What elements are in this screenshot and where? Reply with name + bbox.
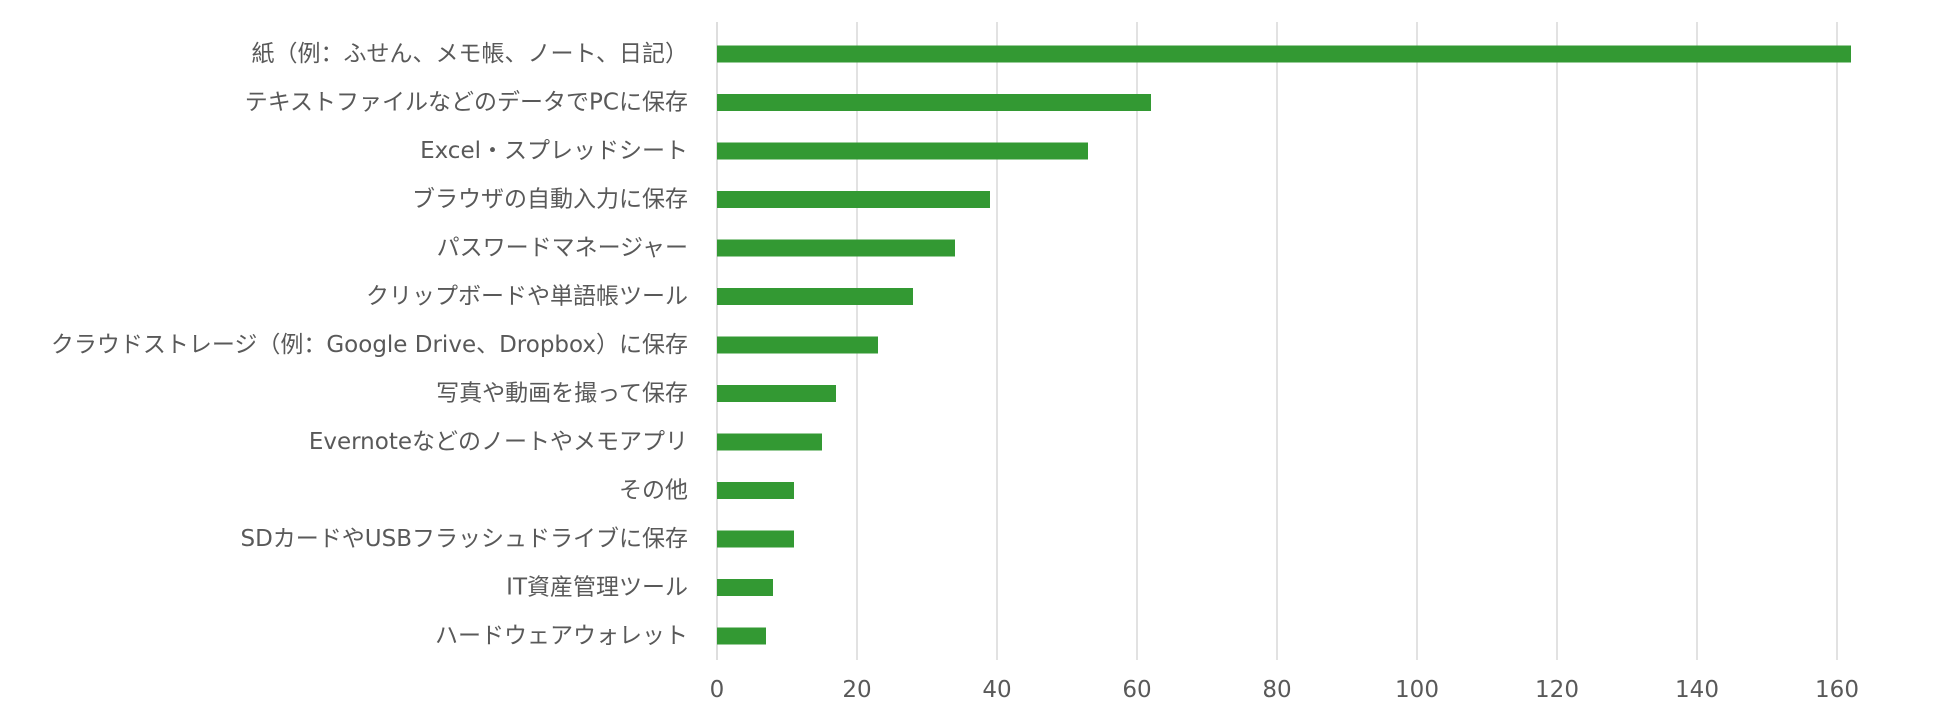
- category-label: クラウドストレージ（例：Google Drive、Dropbox）に保存: [51, 332, 688, 358]
- bar[interactable]: [717, 45, 1851, 63]
- x-tick-label: 20: [842, 677, 871, 703]
- category-label: ハードウェアウォレット: [435, 623, 688, 649]
- bar[interactable]: [717, 336, 878, 354]
- x-tick-label: 100: [1395, 677, 1439, 703]
- x-tick-label: 0: [710, 677, 725, 703]
- category-labels: 紙（例：ふせん、メモ帳、ノート、日記） テキストファイルなどのデータでPCに保存 E…: [51, 41, 688, 649]
- bar[interactable]: [717, 579, 773, 596]
- x-tick-label: 60: [1122, 677, 1151, 703]
- category-label: ブラウザの自動入力に保存: [412, 187, 688, 213]
- bar[interactable]: [717, 142, 1088, 160]
- category-label: 写真や動画を撮って保存: [436, 381, 688, 407]
- x-tick-label: 80: [1262, 677, 1291, 703]
- category-label: テキストファイルなどのデータでPCに保存: [245, 90, 688, 116]
- category-label: クリップボードや単語帳ツール: [366, 284, 688, 310]
- category-label: SDカードやUSBフラッシュドライブに保存: [240, 526, 688, 552]
- x-tick-label: 160: [1815, 677, 1859, 703]
- bar[interactable]: [717, 385, 836, 402]
- bar[interactable]: [717, 433, 822, 451]
- bar[interactable]: [717, 482, 794, 499]
- category-label: IT資産管理ツール: [506, 575, 688, 601]
- x-axis-tick-labels: 0 20 40 60 80 100 120 140 160: [710, 677, 1859, 703]
- bar[interactable]: [717, 94, 1151, 111]
- bar[interactable]: [717, 288, 913, 305]
- category-label: パスワードマネージャー: [437, 235, 688, 261]
- bar[interactable]: [717, 627, 766, 645]
- bar[interactable]: [717, 530, 794, 548]
- category-label: その他: [619, 478, 688, 504]
- x-tick-label: 120: [1535, 677, 1579, 703]
- category-label: Evernoteなどのノートやメモアプリ: [309, 429, 688, 455]
- bars: [717, 45, 1851, 645]
- x-tick-label: 140: [1675, 677, 1719, 703]
- gridlines: [716, 22, 1838, 660]
- category-label: Excel・スプレッドシート: [420, 138, 688, 164]
- bar[interactable]: [717, 239, 955, 257]
- category-label: 紙（例：ふせん、メモ帳、ノート、日記）: [251, 41, 688, 67]
- bar[interactable]: [717, 191, 990, 208]
- x-tick-label: 40: [982, 677, 1011, 703]
